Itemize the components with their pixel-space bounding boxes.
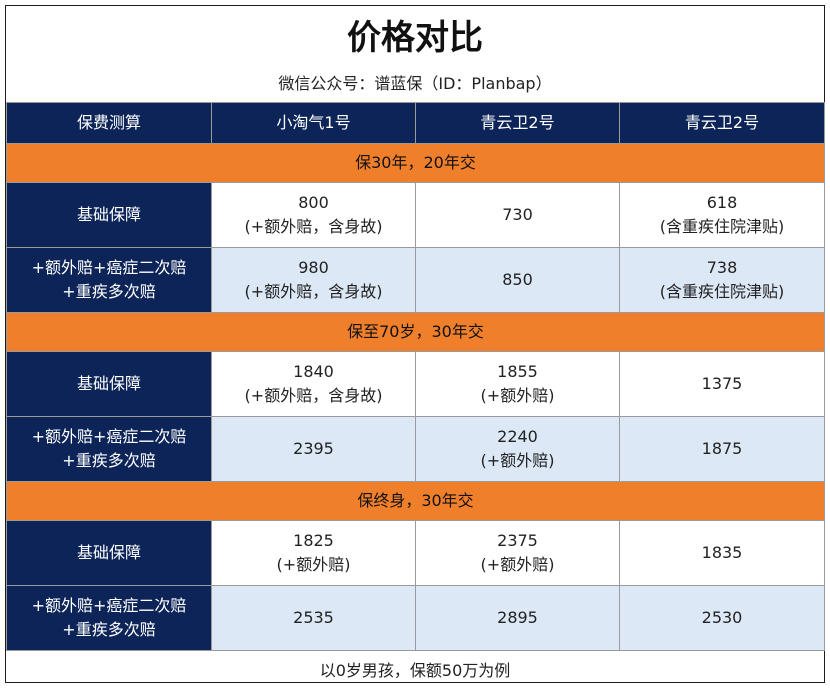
row-label: 基础保障 <box>6 520 212 586</box>
row-label: +额外赔+癌症二次赔 +重疾多次赔 <box>6 247 212 313</box>
price-value: 1840 <box>293 362 334 381</box>
price-value: 2375 <box>497 531 538 550</box>
price-cell: 2530 <box>619 585 825 651</box>
section-row: 保至70岁，30年交 <box>6 312 825 352</box>
price-comparison-table: 保费测算 小淘气1号 青云卫2号 青云卫2号 保30年，20年交基础保障 800 (… <box>6 102 825 651</box>
price-note: (+额外赔) <box>480 555 555 574</box>
row-label: +额外赔+癌症二次赔 +重疾多次赔 <box>6 416 212 482</box>
price-cell: 2895 <box>415 585 620 651</box>
table-row: 基础保障 800 (+额外赔，含身故) 730 618 (含重疾住院津贴) <box>6 182 825 248</box>
row-label-line: +额外赔+癌症二次赔 <box>31 596 187 615</box>
row-label-line: +重疾多次赔 <box>62 451 156 470</box>
price-value: 800 <box>298 193 329 212</box>
header-cell: 青云卫2号 <box>619 102 825 144</box>
price-cell: 800 (+额外赔，含身故) <box>211 182 416 248</box>
price-value: 2530 <box>701 608 743 627</box>
price-note: (含重疾住院津贴) <box>659 217 785 236</box>
row-label-line: +额外赔+癌症二次赔 <box>31 258 187 277</box>
table-row: 基础保障 1840 (+额外赔，含身故) 1855 (+额外赔) 1375 <box>6 351 825 417</box>
price-value: 618 <box>706 193 738 212</box>
section-row: 保30年，20年交 <box>6 143 825 183</box>
price-value: 2535 <box>293 608 334 627</box>
price-value: 730 <box>502 205 533 224</box>
table-row: +额外赔+癌症二次赔 +重疾多次赔 2395 2240 (+额外赔) 1875 <box>6 416 825 482</box>
section-label: 保终身，30年交 <box>6 481 825 521</box>
price-note: (+额外赔) <box>480 451 555 470</box>
table-frame <box>5 5 825 683</box>
header-cell: 青云卫2号 <box>415 102 620 144</box>
price-cell: 618 (含重疾住院津贴) <box>619 182 825 248</box>
price-note: (+额外赔，含身故) <box>244 217 383 236</box>
header-row: 保费测算 小淘气1号 青云卫2号 青云卫2号 <box>6 102 825 144</box>
page-title: 价格对比 <box>347 18 483 58</box>
price-cell: 1375 <box>619 351 825 417</box>
price-value: 2395 <box>293 439 334 458</box>
price-note: (+额外赔) <box>480 386 555 405</box>
price-cell: 1840 (+额外赔，含身故) <box>211 351 416 417</box>
footnote: 以0岁男孩，保额50万为例 <box>319 661 511 680</box>
price-cell: 730 <box>415 182 620 248</box>
price-cell: 1825 (+额外赔) <box>211 520 416 586</box>
price-cell: 850 <box>415 247 620 313</box>
page-subtitle: 微信公众号：谱蓝保（ID：Planbap） <box>278 74 552 93</box>
price-cell: 2535 <box>211 585 416 651</box>
table-body: 保费测算 小淘气1号 青云卫2号 青云卫2号 保30年，20年交基础保障 800 (… <box>6 102 825 651</box>
price-cell: 738 (含重疾住院津贴) <box>619 247 825 313</box>
price-value: 2895 <box>497 608 538 627</box>
price-cell: 1855 (+额外赔) <box>415 351 620 417</box>
price-note: (+额外赔，含身故) <box>244 386 383 405</box>
price-value: 2240 <box>497 427 538 446</box>
price-note: (+额外赔) <box>276 555 351 574</box>
row-label-line: 基础保障 <box>76 543 141 562</box>
price-value: 1875 <box>701 439 743 458</box>
price-value: 1375 <box>701 374 743 393</box>
section-label: 保至70岁，30年交 <box>6 312 825 352</box>
table-row: +额外赔+癌症二次赔 +重疾多次赔 2535 2895 2530 <box>6 585 825 651</box>
price-value: 850 <box>502 270 533 289</box>
table-row: 基础保障 1825 (+额外赔) 2375 (+额外赔) 1835 <box>6 520 825 586</box>
price-cell: 1835 <box>619 520 825 586</box>
row-label-line: 基础保障 <box>76 205 141 224</box>
header-cell: 保费测算 <box>6 102 212 144</box>
price-cell: 1875 <box>619 416 825 482</box>
price-value: 980 <box>298 258 329 277</box>
price-cell: 980 (+额外赔，含身故) <box>211 247 416 313</box>
section-label: 保30年，20年交 <box>6 143 825 183</box>
header-cell: 小淘气1号 <box>211 102 416 144</box>
price-cell: 2375 (+额外赔) <box>415 520 620 586</box>
price-value: 738 <box>706 258 738 277</box>
row-label-line: +重疾多次赔 <box>62 620 156 639</box>
row-label-line: +重疾多次赔 <box>62 282 156 301</box>
table-row: +额外赔+癌症二次赔 +重疾多次赔 980 (+额外赔，含身故) 850 738 (含重疾住… <box>6 247 825 313</box>
price-value: 1825 <box>293 531 334 550</box>
price-note: (含重疾住院津贴) <box>659 282 785 301</box>
price-cell: 2395 <box>211 416 416 482</box>
section-row: 保终身，30年交 <box>6 481 825 521</box>
price-value: 1835 <box>701 543 743 562</box>
row-label-line: 基础保障 <box>76 374 141 393</box>
row-label: 基础保障 <box>6 351 212 417</box>
price-note: (+额外赔，含身故) <box>244 282 383 301</box>
price-value: 1855 <box>497 362 538 381</box>
row-label-line: +额外赔+癌症二次赔 <box>31 427 187 446</box>
row-label: 基础保障 <box>6 182 212 248</box>
row-label: +额外赔+癌症二次赔 +重疾多次赔 <box>6 585 212 651</box>
price-cell: 2240 (+额外赔) <box>415 416 620 482</box>
